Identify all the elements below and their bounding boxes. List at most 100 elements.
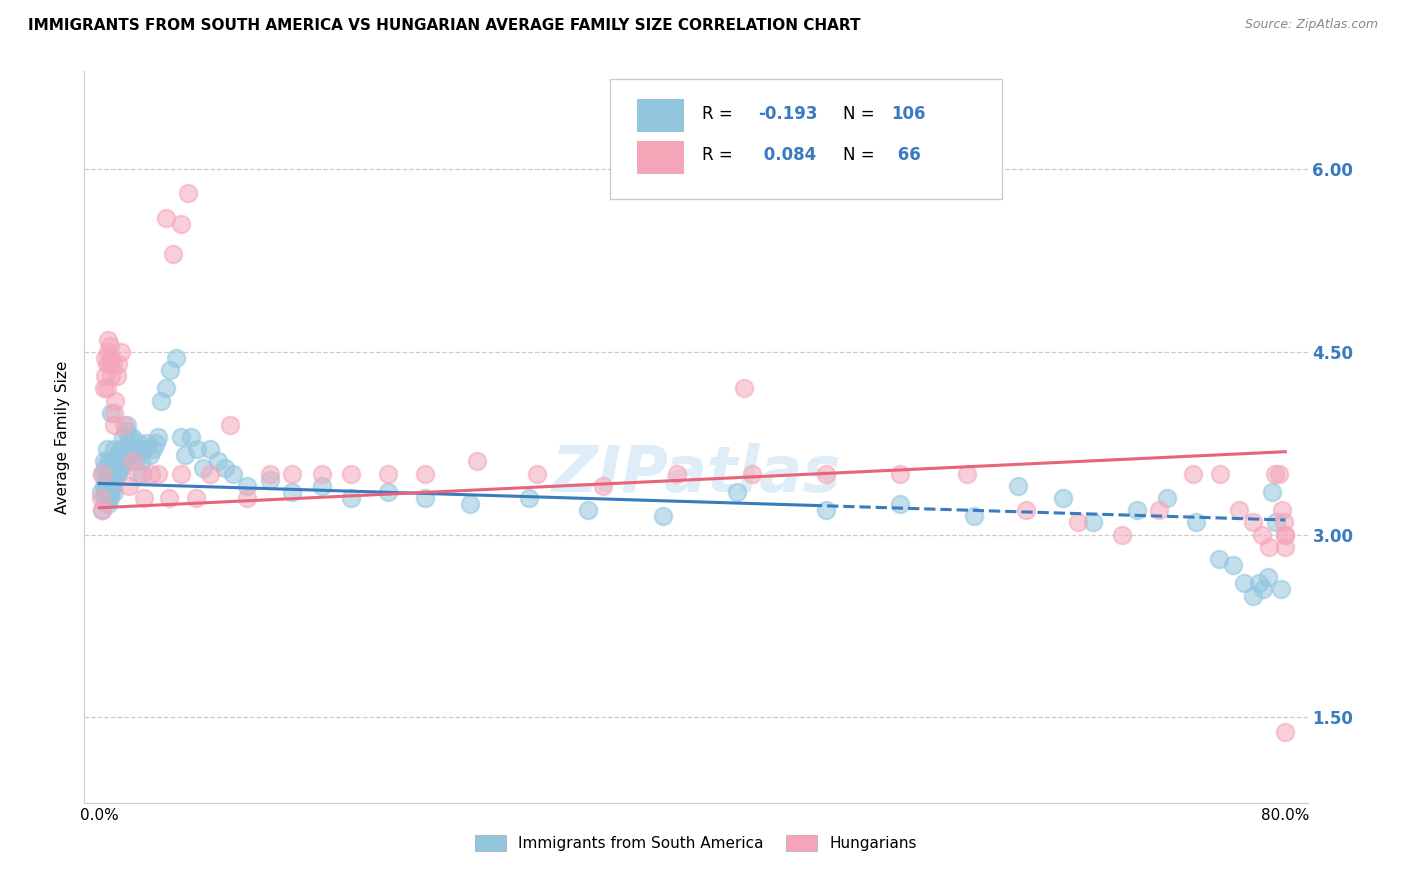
Point xyxy=(1241,516,1264,530)
Point xyxy=(1265,516,1288,530)
Point xyxy=(93,491,115,505)
Point xyxy=(200,467,222,481)
Text: 66: 66 xyxy=(891,146,921,164)
FancyBboxPatch shape xyxy=(610,78,1002,200)
Point xyxy=(150,393,173,408)
Point xyxy=(96,442,118,457)
Point xyxy=(1241,589,1264,603)
Point xyxy=(1274,540,1296,554)
Point xyxy=(104,393,127,408)
Point xyxy=(117,417,139,432)
Point xyxy=(94,351,117,365)
Point xyxy=(112,417,135,432)
Point xyxy=(148,430,170,444)
Point xyxy=(1222,558,1244,573)
Point xyxy=(145,436,167,450)
Point xyxy=(107,357,129,371)
Point xyxy=(132,442,155,457)
Point xyxy=(1209,467,1232,481)
Point xyxy=(963,509,986,524)
Point xyxy=(131,467,153,481)
Point xyxy=(1268,467,1291,481)
FancyBboxPatch shape xyxy=(637,141,683,174)
Point xyxy=(135,436,157,450)
Point xyxy=(112,454,135,468)
Point xyxy=(170,430,193,444)
Point xyxy=(103,485,125,500)
Point xyxy=(1067,516,1090,530)
Point xyxy=(814,467,837,481)
Point xyxy=(1126,503,1149,517)
Point xyxy=(184,491,207,505)
Point xyxy=(110,460,132,475)
Point xyxy=(465,454,488,468)
Point xyxy=(122,454,145,468)
Point xyxy=(105,448,128,462)
Point xyxy=(98,357,121,371)
Point xyxy=(1274,527,1296,541)
Point xyxy=(121,430,143,444)
Text: N =: N = xyxy=(842,104,880,123)
Point xyxy=(814,503,837,517)
Point xyxy=(259,473,281,487)
Point xyxy=(458,497,481,511)
Text: R =: R = xyxy=(702,104,738,123)
Point xyxy=(1208,552,1230,566)
Point xyxy=(93,454,115,468)
Point xyxy=(105,369,128,384)
Text: 106: 106 xyxy=(891,104,927,123)
Point xyxy=(96,381,118,395)
Point xyxy=(170,217,193,231)
Point xyxy=(98,479,121,493)
Point xyxy=(651,509,673,524)
Point xyxy=(108,460,131,475)
Point xyxy=(159,363,181,377)
Point xyxy=(311,467,333,481)
Point xyxy=(139,467,162,481)
Point xyxy=(100,454,122,468)
Point xyxy=(103,473,125,487)
Text: IMMIGRANTS FROM SOUTH AMERICA VS HUNGARIAN AVERAGE FAMILY SIZE CORRELATION CHART: IMMIGRANTS FROM SOUTH AMERICA VS HUNGARI… xyxy=(28,18,860,33)
Point xyxy=(281,485,304,500)
Y-axis label: Average Family Size: Average Family Size xyxy=(55,360,70,514)
Point xyxy=(165,351,187,365)
Point xyxy=(128,436,150,450)
Legend: Immigrants from South America, Hungarians: Immigrants from South America, Hungarian… xyxy=(470,830,922,857)
Point xyxy=(124,454,146,468)
Point xyxy=(129,454,152,468)
Point xyxy=(340,491,363,505)
Point xyxy=(90,485,112,500)
Point xyxy=(162,247,184,261)
Point xyxy=(104,473,127,487)
Point xyxy=(96,491,118,505)
Point xyxy=(91,503,114,517)
Point xyxy=(127,467,149,481)
Point xyxy=(1111,527,1133,541)
Point xyxy=(281,467,304,481)
Point xyxy=(111,448,134,462)
Point xyxy=(97,344,120,359)
Point xyxy=(1247,576,1270,591)
Point xyxy=(733,381,755,395)
Point xyxy=(741,467,763,481)
Point xyxy=(115,424,138,438)
Point xyxy=(111,430,134,444)
Point xyxy=(415,491,437,505)
Point xyxy=(1250,527,1272,541)
Point xyxy=(118,430,141,444)
Point xyxy=(1261,485,1284,500)
Point xyxy=(1272,516,1295,530)
Point xyxy=(101,467,124,481)
Point xyxy=(1251,582,1274,597)
Point xyxy=(97,497,120,511)
Point xyxy=(94,485,117,500)
Point xyxy=(97,454,120,468)
Point xyxy=(94,369,117,384)
Point xyxy=(207,454,229,468)
Point xyxy=(91,467,114,481)
Text: 0.084: 0.084 xyxy=(758,146,817,164)
Point xyxy=(415,467,437,481)
Point xyxy=(214,460,236,475)
Point xyxy=(101,357,124,371)
Point xyxy=(1274,725,1296,739)
